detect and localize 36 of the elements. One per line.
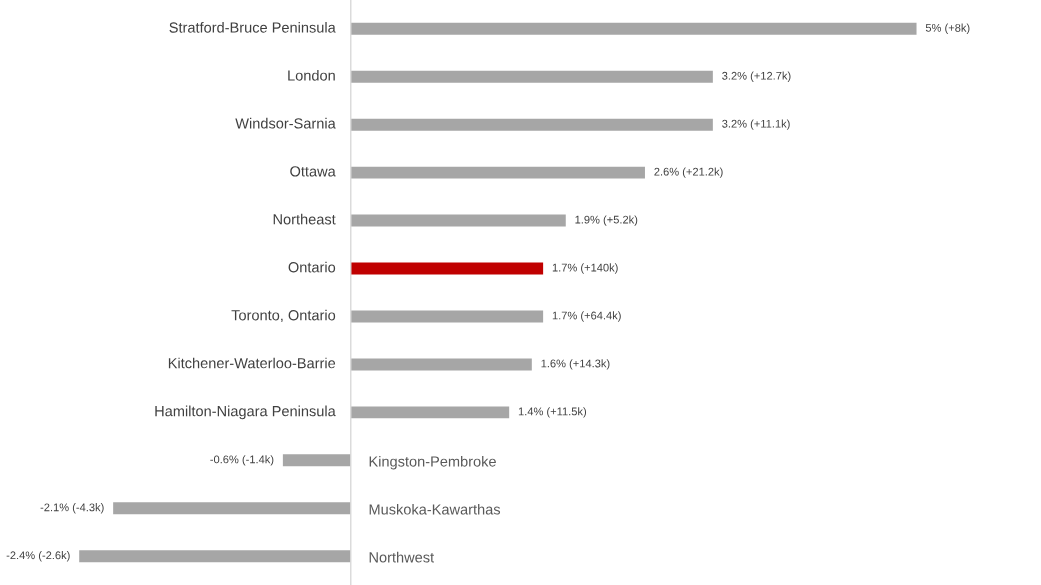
- y-tick-label: Northwest: [369, 551, 435, 563]
- data-label: 1.9% (+5.2k): [575, 215, 638, 226]
- y-tick-label: Kingston-Pembroke: [369, 455, 496, 470]
- bar: [350, 166, 645, 179]
- y-tick-label: Northeast: [273, 213, 336, 225]
- y-tick-label: Toronto, Ontario: [231, 309, 336, 323]
- y-tick-label: London: [288, 69, 335, 81]
- data-label: -0.6% (-1.4k): [210, 455, 274, 466]
- bar: [350, 214, 566, 227]
- bar: [350, 70, 713, 83]
- y-tick-label: Hamilton-Niagara Peninsula: [155, 405, 336, 420]
- data-label: 1.4% (+11.5k): [518, 407, 587, 418]
- bar: [350, 22, 917, 35]
- data-label: -2.4% (-2.6k): [6, 551, 70, 562]
- y-tick-label: Ottawa: [290, 166, 336, 177]
- y-tick-label: Kitchener-Waterloo-Barrie: [168, 357, 336, 369]
- bar: [350, 358, 532, 371]
- y-tick-label: Ontario: [288, 261, 336, 273]
- bar: [350, 118, 713, 131]
- data-label: 5% (+8k): [925, 23, 970, 34]
- data-label: 3.2% (+12.7k): [722, 71, 791, 82]
- y-tick-label: Stratford-Bruce Peninsula: [169, 21, 336, 33]
- y-tick-label: Windsor-Sarnia: [235, 117, 336, 129]
- y-tick-label: Muskoka-Kawarthas: [369, 503, 501, 515]
- data-label: 1.7% (+140k): [552, 263, 618, 274]
- data-label: 1.6% (+14.3k): [541, 359, 610, 370]
- bar: [350, 262, 544, 275]
- bar: [79, 550, 351, 563]
- data-label: 3.2% (+11.1k): [722, 119, 790, 130]
- bar: [113, 502, 351, 515]
- bar: [282, 454, 351, 467]
- bar: [350, 310, 544, 323]
- data-label: 2.6% (+21.2k): [654, 167, 723, 178]
- bar: [350, 406, 510, 419]
- data-label: -2.1% (-4.3k): [40, 503, 104, 514]
- data-label: 1.7% (+64.4k): [552, 311, 621, 322]
